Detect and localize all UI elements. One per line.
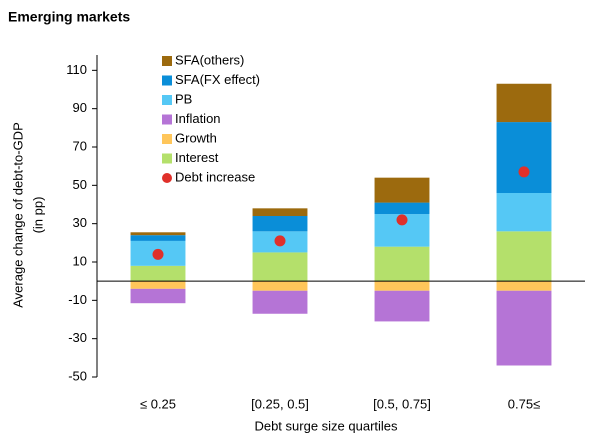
- legend-label: PB: [175, 91, 192, 106]
- bar-segment: [252, 208, 308, 216]
- bar-segment: [496, 290, 552, 366]
- y-tick-label: 110: [66, 62, 87, 77]
- bar-segment: [252, 252, 308, 282]
- bar-segment: [130, 265, 186, 282]
- legend-label: SFA(others): [175, 52, 244, 67]
- dot: [274, 235, 286, 247]
- legend-marker: [162, 114, 172, 125]
- chart-title: Emerging markets: [8, 9, 130, 25]
- legend-label: SFA(FX effect): [175, 72, 260, 87]
- bar-segment: [374, 281, 430, 291]
- bar-segment: [130, 232, 186, 236]
- bar-segment: [496, 193, 552, 232]
- bar-segment: [496, 231, 552, 282]
- bar-segment: [252, 281, 308, 291]
- legend-marker: [162, 56, 172, 66]
- y-axis-label: Average change of debt-to-GDP: [10, 122, 25, 308]
- legend-label: Growth: [175, 130, 217, 145]
- legend-marker: [162, 153, 172, 164]
- legend-marker: [162, 75, 172, 86]
- legend-marker: [162, 95, 172, 105]
- bar-segment: [130, 235, 186, 241]
- x-axis-label: Debt surge size quartiles: [254, 418, 398, 433]
- bar-segment: [496, 281, 552, 291]
- y-tick-label: 70: [73, 138, 87, 153]
- legend-label: Inflation: [175, 111, 221, 126]
- y-tick-label: -10: [68, 292, 87, 307]
- bar-segment: [252, 290, 308, 314]
- bar-segment: [374, 290, 430, 322]
- x-tick-label: ≤ 0.25: [140, 396, 176, 411]
- legend-marker: [162, 134, 172, 144]
- legend-marker: [162, 173, 172, 183]
- bar-segment: [130, 281, 186, 289]
- y-tick-label: 30: [73, 215, 87, 230]
- x-tick-label: 0.75≤: [508, 396, 540, 411]
- y-tick-label: 50: [73, 177, 87, 192]
- bar-segment: [374, 177, 430, 203]
- y-tick-label: 10: [73, 253, 87, 268]
- y-tick-label: 90: [73, 100, 87, 115]
- legend-label: Debt increase: [175, 169, 255, 184]
- bar-segment: [252, 216, 308, 232]
- dot: [518, 166, 530, 178]
- bar-segment: [496, 83, 552, 123]
- bar-segment: [374, 246, 430, 282]
- bar-segment: [374, 202, 430, 215]
- bar-segment: [496, 122, 552, 193]
- bar-segment: [130, 288, 186, 304]
- x-tick-label: [0.5, 0.75]: [373, 396, 431, 411]
- legend-label: Interest: [175, 150, 219, 165]
- y-axis-label: (in pp): [30, 197, 45, 234]
- x-tick-label: [0.25, 0.5]: [251, 396, 309, 411]
- y-tick-label: -30: [68, 330, 87, 345]
- dot: [152, 248, 164, 260]
- dot: [396, 214, 408, 226]
- y-tick-label: -50: [68, 368, 87, 383]
